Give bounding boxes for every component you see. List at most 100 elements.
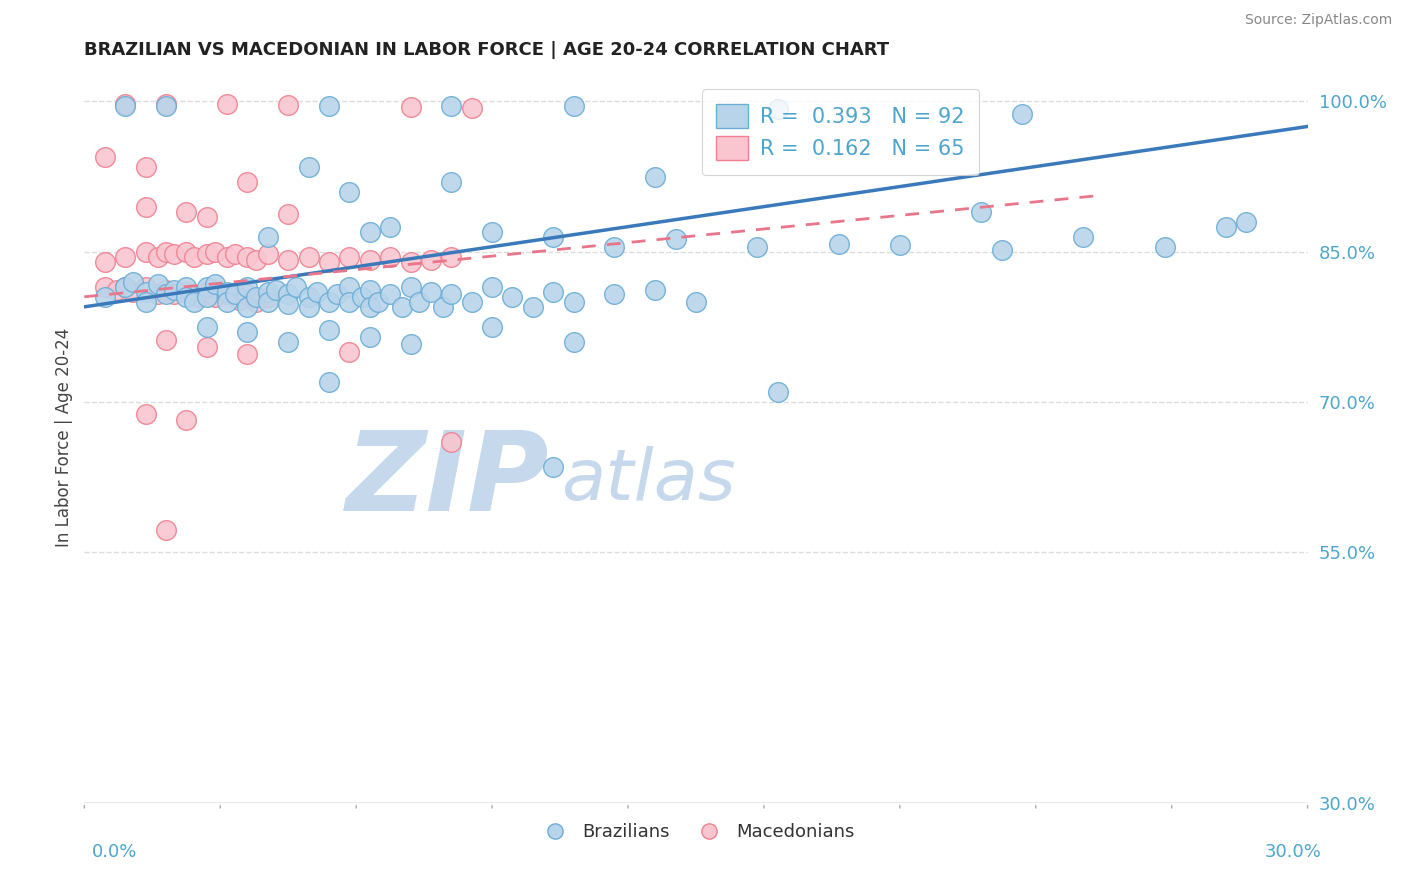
Point (257, 290, 280, 304)
Point (391, 300, 413, 314)
Point (135, 200, 157, 214)
Point (277, 98, 299, 112)
Point (991, 243, 1014, 257)
Point (339, 185, 361, 199)
Point (399, 100, 422, 114)
Point (217, 97, 239, 112)
Point (350, 290, 373, 304)
Point (889, 237, 911, 252)
Point (440, 99, 463, 113)
Point (318, 323, 340, 337)
Point (195, 285, 218, 299)
Point (135, 294, 157, 309)
Point (665, 232, 688, 246)
Point (1154, 240, 1177, 254)
Point (224, 246, 246, 260)
Text: atlas: atlas (561, 447, 735, 516)
Point (93, 254, 115, 268)
Point (146, 250, 169, 264)
Point (114, 97, 136, 112)
Point (236, 347, 259, 361)
Point (264, 283, 287, 297)
Point (562, 99, 585, 113)
Point (440, 250, 463, 264)
Point (122, 275, 145, 289)
Point (318, 99, 340, 113)
Point (481, 319, 503, 334)
Point (461, 294, 484, 309)
Point (828, 236, 851, 251)
Text: BRAZILIAN VS MACEDONIAN IN LABOR FORCE | AGE 20-24 CORRELATION CHART: BRAZILIAN VS MACEDONIAN IN LABOR FORCE |… (84, 41, 890, 59)
Text: 0.0%: 0.0% (91, 843, 136, 861)
Point (228, 293, 250, 307)
Point (183, 250, 205, 264)
Point (217, 285, 239, 299)
Point (766, 384, 789, 399)
Point (163, 246, 186, 260)
Point (298, 300, 321, 314)
Point (105, 283, 128, 297)
Point (318, 254, 340, 268)
Point (155, 286, 177, 301)
Point (195, 210, 218, 224)
Point (93, 280, 115, 294)
Point (298, 290, 321, 304)
Point (305, 285, 328, 299)
Point (359, 283, 381, 297)
Point (359, 225, 381, 239)
Point (155, 333, 177, 347)
Point (114, 280, 136, 294)
Point (644, 169, 666, 184)
Point (603, 240, 626, 254)
Point (1073, 229, 1095, 244)
Point (204, 244, 226, 259)
Point (236, 300, 259, 314)
Point (359, 330, 381, 344)
Point (277, 297, 299, 311)
Point (408, 294, 430, 309)
Point (236, 175, 259, 189)
Point (187, 290, 209, 304)
Point (1215, 219, 1237, 234)
Point (93, 290, 115, 304)
Point (399, 337, 422, 351)
Point (155, 97, 177, 112)
Point (543, 460, 565, 475)
Point (204, 290, 226, 304)
Point (93, 149, 115, 163)
Point (195, 340, 218, 354)
Y-axis label: In Labor Force | Age 20-24: In Labor Force | Age 20-24 (55, 327, 73, 547)
Point (257, 229, 280, 244)
Point (174, 290, 197, 304)
Point (114, 99, 136, 113)
Point (277, 207, 299, 221)
Point (135, 285, 157, 299)
Point (339, 280, 361, 294)
Legend: Brazilians, Macedonians: Brazilians, Macedonians (530, 816, 862, 848)
Point (236, 286, 259, 301)
Point (562, 294, 585, 309)
Point (766, 103, 789, 117)
Point (367, 294, 389, 309)
Point (603, 286, 626, 301)
Point (146, 277, 169, 291)
Point (174, 413, 197, 427)
Point (359, 300, 381, 314)
Point (339, 294, 361, 309)
Point (380, 219, 402, 234)
Point (440, 435, 463, 450)
Point (135, 160, 157, 174)
Point (135, 280, 157, 294)
Point (217, 286, 239, 301)
Point (257, 246, 280, 260)
Point (245, 252, 267, 267)
Point (399, 254, 422, 268)
Point (174, 280, 197, 294)
Point (155, 244, 177, 259)
Point (155, 283, 177, 297)
Point (114, 280, 136, 294)
Point (359, 252, 381, 267)
Point (236, 280, 259, 294)
Text: 30.0%: 30.0% (1265, 843, 1322, 861)
Point (135, 407, 157, 421)
